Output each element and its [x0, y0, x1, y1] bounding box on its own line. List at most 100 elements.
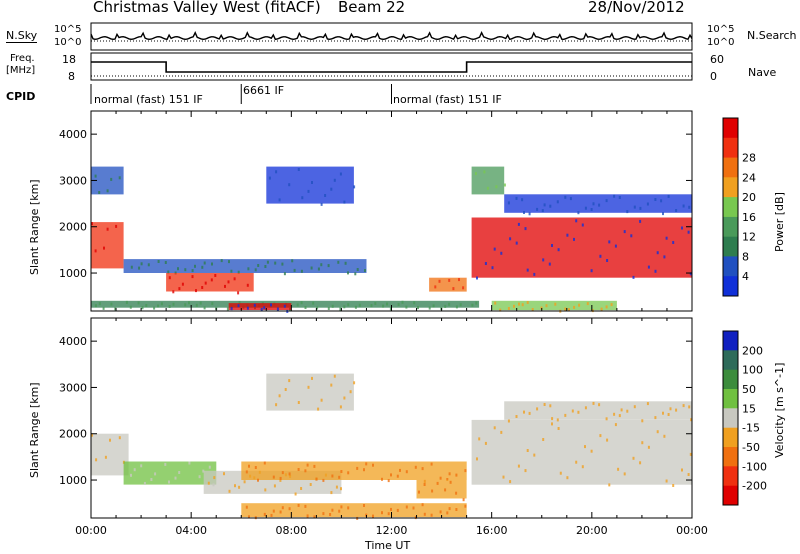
power-speckle	[224, 284, 226, 288]
power-speckle	[656, 251, 659, 255]
velocity-speckle	[330, 383, 333, 387]
velocity-speckle	[542, 438, 545, 441]
velocity-speckle	[381, 477, 383, 481]
power-speckle	[288, 183, 291, 187]
power-speckle	[654, 198, 657, 201]
power-speckle	[592, 202, 595, 206]
power-speckle	[172, 302, 175, 306]
power-speckle	[564, 195, 567, 199]
velocity-speckle	[213, 476, 216, 480]
power-speckle	[339, 172, 342, 176]
power-speckle	[448, 278, 451, 282]
power-speckle	[194, 264, 196, 268]
power-colorbar-tick: 16	[742, 211, 756, 224]
velocity-speckle	[444, 488, 447, 492]
velocity-speckle	[598, 403, 601, 407]
power-speckle	[168, 276, 171, 280]
velocity-speckle	[523, 410, 525, 414]
velocity-speckle	[365, 462, 368, 466]
x-tick-label: 20:00	[576, 524, 608, 537]
power-speckle	[639, 206, 642, 210]
velocity-speckle	[306, 514, 309, 518]
power-colorbar-segment	[723, 157, 738, 178]
velocity-speckle	[281, 506, 284, 510]
power-speckle	[358, 303, 361, 307]
velocity-speckle	[446, 511, 449, 515]
power-speckle	[210, 278, 213, 282]
power-speckle	[331, 304, 334, 308]
velocity-speckle	[623, 472, 626, 476]
power-colorbar-segment	[723, 276, 738, 297]
power-colorbar-segment	[723, 216, 738, 238]
power-speckle	[191, 275, 194, 279]
velocity-ytick-label: 4000	[59, 335, 87, 348]
velocity-speckle	[549, 404, 552, 408]
power-speckle	[688, 205, 691, 209]
velocity-speckle	[464, 469, 467, 473]
power-speckle	[276, 307, 279, 311]
velocity-speckle	[599, 434, 602, 438]
power-speckle	[528, 212, 531, 216]
power-speckle	[91, 222, 93, 226]
velocity-speckle	[672, 484, 675, 487]
power-speckle	[353, 185, 356, 189]
power-ytick-label: 1000	[59, 267, 87, 280]
velocity-speckle	[656, 430, 659, 434]
power-speckle	[605, 305, 608, 309]
velocity-speckle	[306, 463, 309, 467]
velocity-speckle	[618, 414, 621, 418]
power-speckle	[268, 176, 271, 180]
velocity-speckle	[681, 468, 683, 472]
power-colorbar-segment	[723, 256, 738, 277]
power-speckle	[118, 176, 121, 180]
power-speckle	[266, 260, 269, 264]
power-speckle	[476, 276, 478, 280]
velocity-speckle	[257, 478, 259, 482]
velocity-speckle	[515, 415, 518, 418]
power-speckle	[178, 287, 181, 291]
velocity-speckle	[381, 511, 383, 515]
power-speckle	[125, 300, 128, 304]
freq-tick-18: 18	[62, 53, 76, 66]
power-speckle	[513, 304, 515, 308]
power-speckle	[356, 268, 359, 271]
velocity-speckle	[608, 483, 611, 487]
velocity-speckle	[273, 484, 276, 488]
velocity-speckle	[387, 479, 390, 483]
velocity-speckle	[654, 416, 657, 420]
velocity-speckle	[248, 515, 250, 519]
power-speckle	[263, 306, 266, 310]
power-speckle	[632, 275, 635, 279]
power-speckle	[283, 272, 286, 276]
velocity-speckle	[317, 407, 320, 411]
power-colorbar-segment	[723, 236, 738, 257]
velocity-speckle	[279, 478, 282, 482]
velocity-speckle	[613, 412, 616, 416]
power-speckle	[600, 307, 603, 311]
noise-tick-top-left: 10^5	[54, 24, 82, 35]
power-speckle	[260, 307, 263, 311]
power-speckle	[246, 306, 249, 310]
power-speckle	[257, 264, 260, 267]
velocity-speckle	[431, 489, 434, 493]
velocity-speckle	[118, 436, 121, 440]
velocity-speckle	[313, 464, 316, 468]
velocity-colorbar-tick: -50	[742, 441, 760, 454]
velocity-speckle	[500, 430, 503, 434]
velocity-speckle	[130, 473, 132, 477]
velocity-speckle	[168, 480, 170, 484]
velocity-speckle	[663, 434, 666, 438]
power-speckle	[500, 251, 503, 255]
power-speckle	[253, 303, 256, 307]
velocity-speckle	[446, 478, 449, 481]
power-speckle	[647, 265, 650, 269]
velocity-feature	[123, 461, 217, 485]
power-feature	[429, 277, 467, 292]
power-speckle	[354, 305, 357, 309]
velocity-speckle	[272, 475, 275, 479]
velocity-speckle	[557, 427, 560, 430]
velocity-speckle	[533, 453, 536, 457]
power-speckle	[428, 306, 431, 310]
power-speckle	[304, 306, 307, 309]
velocity-speckle	[590, 449, 593, 453]
